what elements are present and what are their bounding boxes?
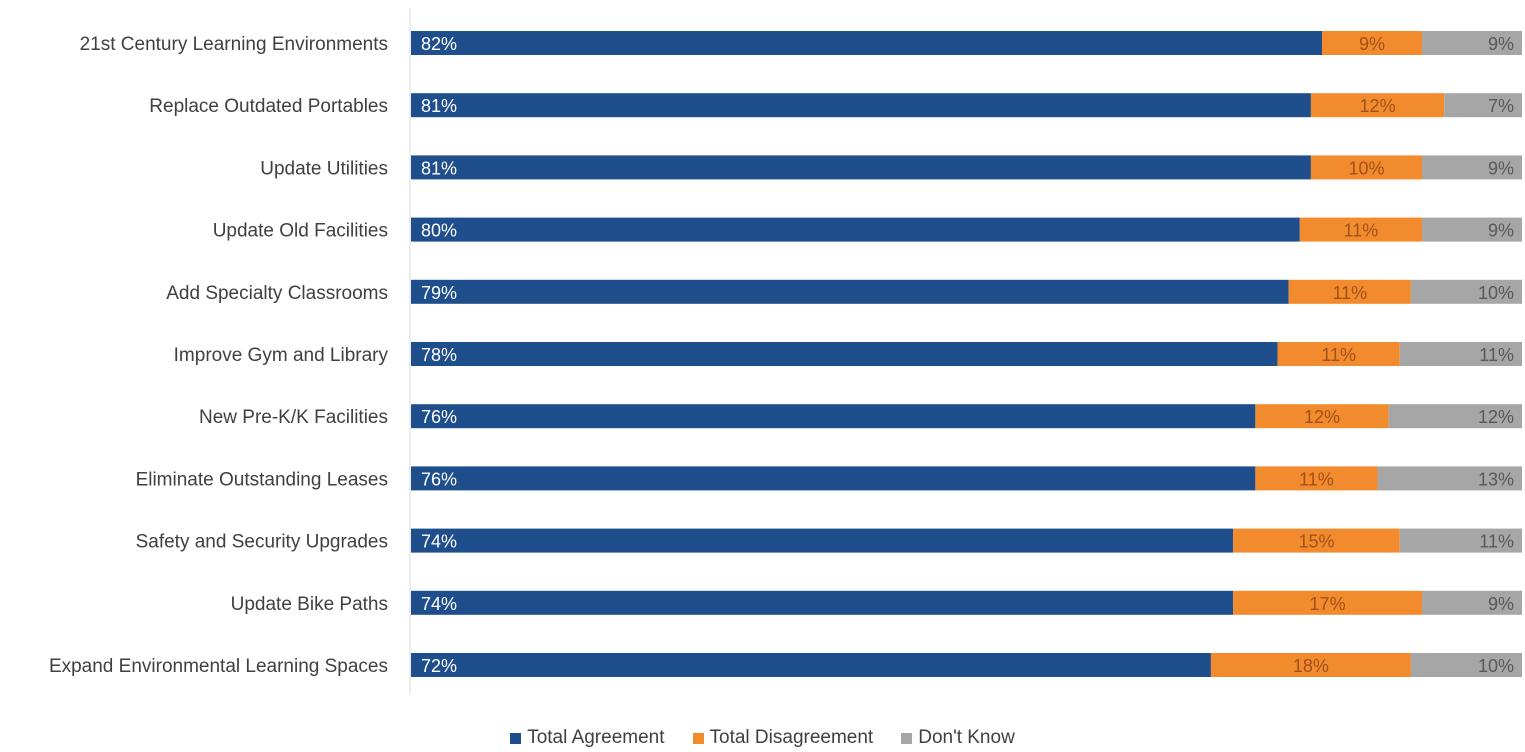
bar-segment — [1255, 466, 1378, 491]
data-label: 10% — [1348, 158, 1384, 178]
bar-segment — [411, 217, 1300, 242]
bar-segment — [1399, 342, 1522, 366]
data-label: 9% — [1488, 221, 1514, 241]
legend-label: Don't Know — [918, 727, 1015, 748]
data-label: 11% — [1299, 469, 1334, 489]
bar-segment — [411, 404, 1256, 429]
bar-segment — [411, 31, 1323, 55]
data-label: 15% — [1298, 532, 1334, 552]
data-label: 7% — [1488, 96, 1514, 116]
category-label: Replace Outdated Portables — [149, 96, 388, 117]
bar-segment — [1422, 217, 1522, 242]
data-label: 13% — [1478, 469, 1514, 489]
category-label: Improve Gym and Library — [174, 345, 389, 366]
category-label: Update Utilities — [260, 158, 388, 179]
data-label: 12% — [1360, 96, 1396, 116]
category-label: New Pre-K/K Facilities — [199, 407, 388, 428]
data-label: 11% — [1479, 345, 1514, 365]
bar-segment — [1422, 155, 1522, 180]
bar-segment — [411, 279, 1289, 304]
category-label: Update Bike Paths — [231, 594, 388, 615]
data-label: 18% — [1293, 656, 1329, 676]
bar-segment — [1410, 653, 1522, 677]
bar-segment — [1322, 31, 1423, 55]
bar-segment — [1388, 404, 1522, 429]
bar-segment — [1310, 155, 1423, 180]
bar-segment — [411, 653, 1211, 677]
data-label: 17% — [1310, 594, 1346, 614]
data-label: 9% — [1488, 34, 1514, 54]
data-label: 79% — [421, 283, 457, 303]
category-label: Add Specialty Classrooms — [166, 283, 388, 304]
data-label: 74% — [421, 594, 457, 614]
legend-swatch — [901, 732, 913, 744]
bar-segment — [1377, 466, 1522, 491]
legend-item: Don't Know — [901, 727, 1015, 749]
bar-segment — [1410, 279, 1522, 304]
data-label: 76% — [421, 469, 457, 489]
data-label: 76% — [421, 407, 457, 427]
bar-segment — [411, 466, 1256, 491]
data-label: 74% — [421, 532, 457, 552]
data-label: 11% — [1321, 345, 1356, 365]
category-label: 21st Century Learning Environments — [80, 34, 388, 55]
bar-segment — [1233, 528, 1400, 553]
category-label: Eliminate Outstanding Leases — [136, 469, 388, 490]
chart-legend: Total Agreement Total Disagreement Don't K… — [0, 724, 1525, 752]
legend-swatch — [510, 732, 522, 744]
data-label: 11% — [1479, 532, 1514, 552]
legend-swatch — [692, 732, 704, 744]
bar-segment — [1399, 528, 1522, 553]
data-label: 10% — [1478, 283, 1514, 303]
bar-segment — [411, 155, 1311, 180]
bar-segment — [1277, 342, 1400, 366]
legend-item: Total Disagreement — [692, 727, 874, 749]
data-label: 72% — [421, 656, 457, 676]
data-label: 10% — [1478, 656, 1514, 676]
data-label: 9% — [1488, 158, 1514, 178]
bar-segment — [1310, 93, 1445, 118]
bar-segment — [1255, 404, 1389, 429]
data-label: 82% — [421, 34, 457, 54]
bar-segment — [411, 93, 1311, 118]
data-label: 80% — [421, 221, 457, 241]
data-label: 9% — [1359, 34, 1385, 54]
data-label: 11% — [1344, 221, 1379, 241]
bar-segment — [1299, 217, 1423, 242]
legend-label: Total Disagreement — [709, 727, 874, 748]
bar-segment — [411, 528, 1234, 553]
bar-segment — [1210, 653, 1411, 677]
bar-segment — [1422, 31, 1522, 55]
category-label: Update Old Facilities — [213, 221, 388, 242]
bar-segment — [1422, 590, 1522, 615]
data-label: 81% — [421, 96, 457, 116]
bar-segment — [411, 590, 1234, 615]
category-label: Safety and Security Upgrades — [136, 532, 388, 553]
legend-label: Total Agreement — [527, 727, 665, 748]
legend-item: Total Agreement — [510, 727, 665, 749]
bar-segment — [1233, 590, 1423, 615]
bar-segment — [1288, 279, 1411, 304]
category-label: Expand Environmental Learning Spaces — [49, 656, 388, 677]
data-label: 81% — [421, 158, 457, 178]
data-label: 9% — [1488, 594, 1514, 614]
data-label: 12% — [1304, 407, 1340, 427]
bar-segment — [411, 342, 1278, 366]
data-label: 78% — [421, 345, 457, 365]
data-label: 11% — [1332, 283, 1367, 303]
data-label: 12% — [1478, 407, 1514, 427]
bar-segment — [1444, 93, 1522, 118]
